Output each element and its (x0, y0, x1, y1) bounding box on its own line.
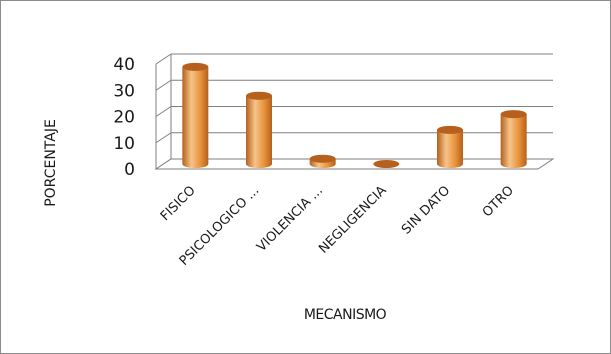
x-category-label: OTRO (480, 183, 517, 220)
bar-top (437, 125, 463, 134)
bar-top (500, 110, 527, 119)
bar-body (500, 114, 527, 168)
y-tick-label: 20 (113, 108, 135, 128)
bar-body (182, 66, 209, 168)
bar-top (246, 91, 272, 100)
floor-plane (154, 158, 555, 170)
gridline-depth (155, 106, 172, 117)
bar (500, 110, 527, 168)
y-tick-label: 30 (113, 81, 135, 101)
y-axis-title: PORCENTAJE (43, 119, 59, 207)
x-axis-title: MECANISMO (304, 307, 387, 323)
gridline-depth (155, 79, 172, 91)
bar-body (437, 129, 463, 168)
x-category-label: SIN DATO (399, 183, 453, 237)
x-category-label: FISICO (158, 183, 199, 224)
gridline-depth (155, 132, 172, 144)
bar (182, 62, 209, 168)
y-tick-label: 10 (113, 134, 135, 154)
y-tick-labels: 0 10 20 30 40 (113, 55, 135, 180)
bar (373, 160, 400, 168)
y-tick-label: 40 (113, 55, 135, 75)
gridline-depth (155, 53, 172, 65)
bar (309, 154, 336, 168)
grid-layer (155, 53, 553, 170)
chart-floor (154, 158, 555, 170)
x-category-label: NEGLIGENCIA (316, 183, 390, 257)
bar-body (246, 95, 272, 168)
bar-top (373, 160, 400, 168)
bars-layer (182, 62, 527, 168)
bar-top (182, 62, 209, 71)
y-tick-label: 0 (124, 160, 135, 180)
bar-top (309, 154, 336, 163)
bar (246, 91, 272, 168)
x-category-label: VIOLENCIA ... (254, 183, 326, 255)
bar (437, 125, 463, 168)
